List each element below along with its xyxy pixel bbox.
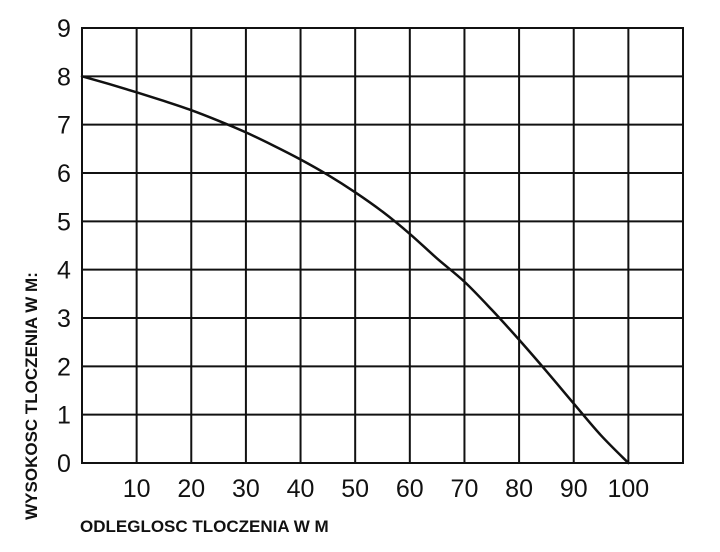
- y-tick-label: 4: [57, 257, 71, 285]
- y-tick-label: 8: [57, 63, 71, 91]
- series-line-0: [80, 75, 630, 465]
- y-tick-label: 7: [57, 112, 71, 140]
- x-axis-title: ODLEGLOSC TLOCZENIA W M: [80, 517, 329, 536]
- y-tick-label: 1: [57, 402, 71, 430]
- y-tick-label: 2: [57, 353, 71, 381]
- y-tick-label: 9: [57, 15, 71, 43]
- y-tick-label: 3: [57, 305, 71, 333]
- x-tick-label: 10: [123, 475, 151, 503]
- y-tick-label: 0: [57, 450, 71, 478]
- y-axis-title: WYSOKOSC TLOCZENIA W M:: [22, 272, 41, 520]
- y-tick-label: 6: [57, 160, 71, 188]
- x-tick-label: 80: [505, 475, 533, 503]
- x-tick-label: 100: [608, 475, 650, 503]
- x-tick-label: 60: [396, 475, 424, 503]
- plot-frame: [81, 27, 684, 464]
- x-tick-label: 40: [287, 475, 315, 503]
- x-tick-label: 50: [341, 475, 369, 503]
- x-tick-label: 30: [232, 475, 260, 503]
- tick-labels: 10 20 30 40 50 60 70 80 90 100 0 1 2 3 4 5 6 7 8 9: [57, 15, 649, 503]
- x-tick-label: 90: [560, 475, 588, 503]
- x-tick-label: 70: [451, 475, 479, 503]
- x-tick-label: 20: [177, 475, 205, 503]
- y-tick-label: 5: [57, 208, 71, 236]
- series: [80, 75, 630, 465]
- grid: [81, 27, 684, 464]
